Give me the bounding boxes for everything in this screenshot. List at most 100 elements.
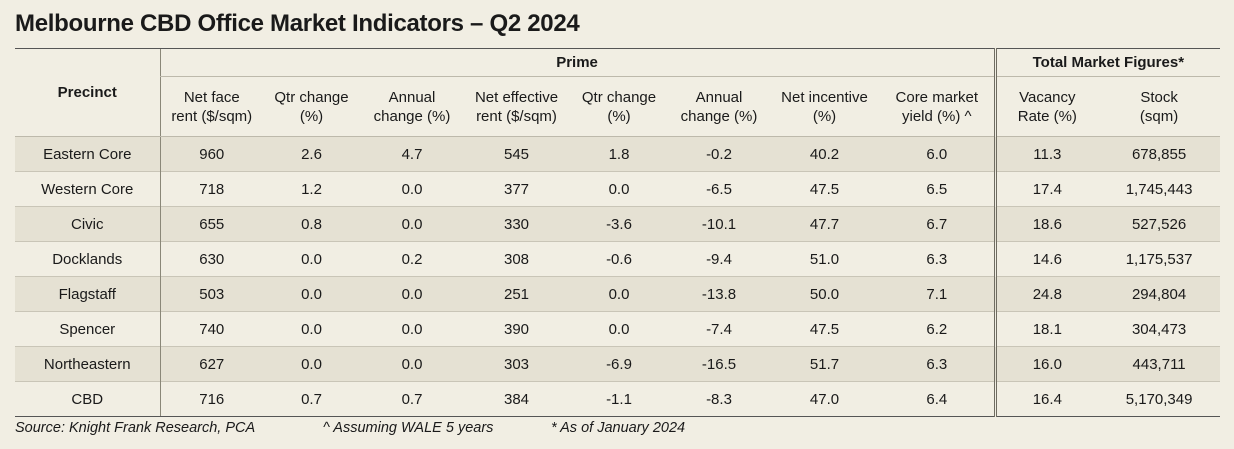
- column-header: Annual change (%): [360, 76, 464, 137]
- table-cell: 4.7: [360, 136, 464, 172]
- column-header-line: (%): [812, 107, 837, 125]
- table-cell: 0.2: [360, 241, 464, 277]
- precinct-name: Northeastern: [15, 346, 160, 382]
- column-header-line: Qtr change: [581, 88, 657, 106]
- table-cell: 0.0: [360, 171, 464, 207]
- column-header: Net effective rent ($/sqm): [464, 76, 569, 137]
- table-cell: 6.0: [880, 136, 996, 172]
- table-cell: -6.5: [669, 171, 769, 207]
- column-header-line: rent ($/sqm): [476, 107, 557, 125]
- table-cell: 47.7: [769, 206, 880, 242]
- table-cell: 6.2: [880, 311, 996, 347]
- column-header: Net face rent ($/sqm): [159, 76, 263, 137]
- table-cell: 1,745,443: [1098, 171, 1221, 207]
- table-cell: 0.0: [263, 346, 360, 382]
- table-cell: 678,855: [1098, 136, 1221, 172]
- prime-group-header: Prime: [159, 48, 996, 77]
- column-header: Vacancy Rate (%): [993, 76, 1099, 137]
- table-cell: 308: [464, 241, 569, 277]
- table-cell: 0.0: [263, 311, 360, 347]
- table-cell: 0.0: [569, 311, 669, 347]
- column-header-line: change (%): [680, 107, 758, 125]
- table-cell: 1.8: [569, 136, 669, 172]
- table-cell: 18.6: [993, 206, 1099, 242]
- table-cell: 47.0: [769, 381, 880, 417]
- column-header: Annual change (%): [669, 76, 769, 137]
- table-cell: 6.7: [880, 206, 996, 242]
- table-cell: 50.0: [769, 276, 880, 312]
- table-cell: 6.5: [880, 171, 996, 207]
- table-row: Civic 655 0.8 0.0 330 -3.6 -10.1 47.7 6.7 18.6 527…: [15, 206, 1221, 242]
- table-cell: 330: [464, 206, 569, 242]
- precinct-header: Precinct: [15, 48, 160, 137]
- table-cell: 11.3: [993, 136, 1099, 172]
- table-cell: 17.4: [993, 171, 1099, 207]
- column-header: Core market yield (%) ^: [880, 76, 996, 137]
- precinct-name: Spencer: [15, 311, 160, 347]
- table-cell: 503: [159, 276, 263, 312]
- table-row: CBD 716 0.7 0.7 384 -1.1 -8.3 47.0 6.4 16.4 5,170,…: [15, 381, 1221, 417]
- column-header-line: Net incentive: [781, 88, 868, 106]
- table-cell: -10.1: [669, 206, 769, 242]
- table-cell: 304,473: [1098, 311, 1221, 347]
- source-note: Source: Knight Frank Research, PCA: [15, 420, 256, 436]
- table-cell: 0.8: [263, 206, 360, 242]
- column-header-line: yield (%) ^: [902, 107, 972, 125]
- table-cell: -8.3: [669, 381, 769, 417]
- table-cell: 47.5: [769, 311, 880, 347]
- table-cell: 0.0: [263, 241, 360, 277]
- page-title: Melbourne CBD Office Market Indicators –…: [15, 10, 580, 37]
- table-row: Eastern Core 960 2.6 4.7 545 1.8 -0.2 40.2 6.0 11…: [15, 136, 1221, 172]
- column-header-line: Stock: [1140, 88, 1178, 106]
- column-header-line: Qtr change: [274, 88, 349, 106]
- table-cell: 47.5: [769, 171, 880, 207]
- column-header-line: Net face: [183, 88, 240, 106]
- table-cell: 960: [159, 136, 263, 172]
- column-header-line: Rate (%): [1017, 107, 1077, 125]
- precinct-name: Docklands: [15, 241, 160, 277]
- table-cell: 0.0: [360, 346, 464, 382]
- table-cell: 0.0: [569, 171, 669, 207]
- column-header: Net incentive (%): [769, 76, 880, 137]
- column-header-line: Net effective: [474, 88, 559, 106]
- table-cell: 16.4: [993, 381, 1099, 417]
- column-header-line: (%): [299, 107, 324, 125]
- table-row: Northeastern 627 0.0 0.0 303 -6.9 -16.5 51.7 6.3…: [15, 346, 1221, 382]
- table-cell: 251: [464, 276, 569, 312]
- table-cell: 6.3: [880, 241, 996, 277]
- table-cell: 0.7: [360, 381, 464, 417]
- table-cell: 545: [464, 136, 569, 172]
- table-cell: 655: [159, 206, 263, 242]
- table-cell: 51.7: [769, 346, 880, 382]
- table-cell: -9.4: [669, 241, 769, 277]
- table-cell: -3.6: [569, 206, 669, 242]
- table-cell: 627: [159, 346, 263, 382]
- column-header-line: (sqm): [1139, 107, 1179, 125]
- precinct-name: Flagstaff: [15, 276, 160, 312]
- table-cell: 443,711: [1098, 346, 1221, 382]
- table-cell: -0.6: [569, 241, 669, 277]
- table-cell: 0.7: [263, 381, 360, 417]
- table-cell: 7.1: [880, 276, 996, 312]
- wale-note: ^ Assuming WALE 5 years: [323, 420, 494, 436]
- precinct-name: CBD: [15, 381, 160, 417]
- column-header-line: rent ($/sqm): [171, 107, 253, 125]
- table-cell: 16.0: [993, 346, 1099, 382]
- table-cell: 18.1: [993, 311, 1099, 347]
- table-cell: -0.2: [669, 136, 769, 172]
- table-cell: 390: [464, 311, 569, 347]
- column-header-line: Core market: [895, 88, 979, 106]
- market-indicators-table: Precinct Prime Total Market Figures* Net…: [15, 48, 1221, 417]
- table-cell: -16.5: [669, 346, 769, 382]
- column-header: Stock (sqm): [1098, 76, 1221, 137]
- table-cell: 1,175,537: [1098, 241, 1221, 277]
- column-header-line: Annual: [388, 88, 436, 106]
- table-cell: 303: [464, 346, 569, 382]
- table-cell: 0.0: [263, 276, 360, 312]
- table-cell: 294,804: [1098, 276, 1221, 312]
- column-header-line: Vacancy: [1019, 88, 1076, 106]
- column-header-line: change (%): [373, 107, 451, 125]
- column-header: Qtr change (%): [263, 76, 360, 137]
- table-cell: 0.0: [360, 311, 464, 347]
- table-cell: 0.0: [360, 206, 464, 242]
